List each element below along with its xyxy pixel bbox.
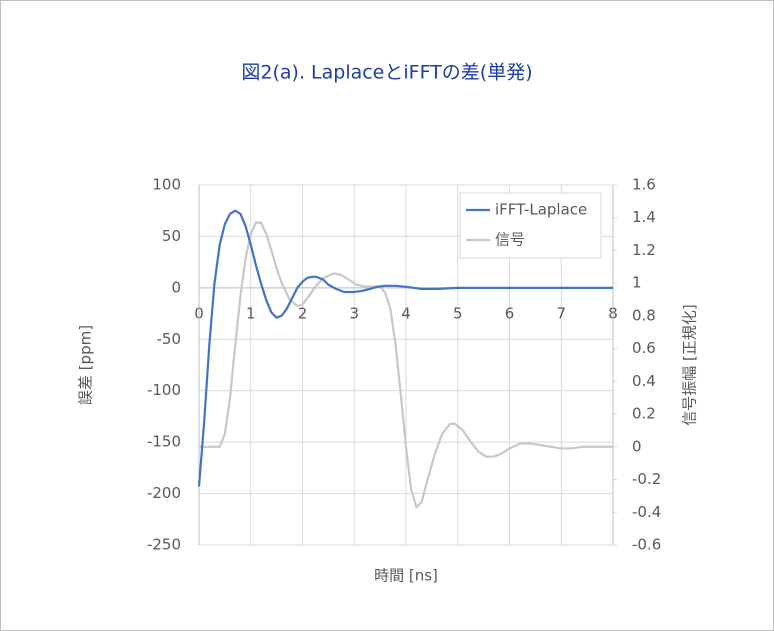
series-line <box>199 221 613 509</box>
y2-tick-label: 1 <box>632 274 642 292</box>
y2-tick-label: 0.8 <box>632 306 656 324</box>
y2-tick-label: 1.2 <box>632 241 656 259</box>
y-axis-label: 誤差 [ppm] <box>77 325 95 405</box>
y-tick-label: -150 <box>147 433 181 451</box>
y2-tick-label: 1.4 <box>632 208 656 226</box>
y-tick-label: 50 <box>162 227 181 245</box>
y-tick-label: -250 <box>147 536 181 554</box>
y2-tick-label: -0.6 <box>632 536 661 554</box>
x-axis-label: 時間 [ns] <box>374 567 438 585</box>
y2-tick-label: -0.4 <box>632 503 661 521</box>
y-tick-label: 100 <box>152 176 181 194</box>
legend-label: iFFT-Laplace <box>495 201 587 219</box>
chart-title: 図2(a). LaplaceとiFFTの差(単発) <box>241 62 532 84</box>
x-tick-label: 3 <box>349 304 359 322</box>
y-tick-label: -50 <box>157 330 182 348</box>
y2-axis-label: 信号振幅 [正規化] <box>681 304 699 425</box>
y2-tick-label: 0.2 <box>632 405 656 423</box>
y-tick-label: 0 <box>171 278 181 296</box>
y2-tick-label: 0.4 <box>632 372 656 390</box>
x-tick-label: 5 <box>453 304 463 322</box>
y2-tick-label: 1.6 <box>632 176 656 194</box>
legend-box <box>459 192 602 259</box>
y-tick-label: -100 <box>147 381 181 399</box>
y2-tick-label: 0 <box>632 437 642 455</box>
series-line <box>197 209 613 487</box>
legend-label: 信号 <box>495 231 525 249</box>
y-tick-label: -200 <box>147 484 181 502</box>
x-tick-label: 2 <box>298 304 308 322</box>
y2-tick-label: -0.2 <box>632 470 661 488</box>
x-tick-label: 1 <box>246 304 256 322</box>
x-tick-label: 4 <box>401 304 411 322</box>
y2-tick-label: 0.6 <box>632 339 656 357</box>
x-tick-label: 6 <box>505 304 515 322</box>
x-tick-label: 7 <box>556 304 566 322</box>
